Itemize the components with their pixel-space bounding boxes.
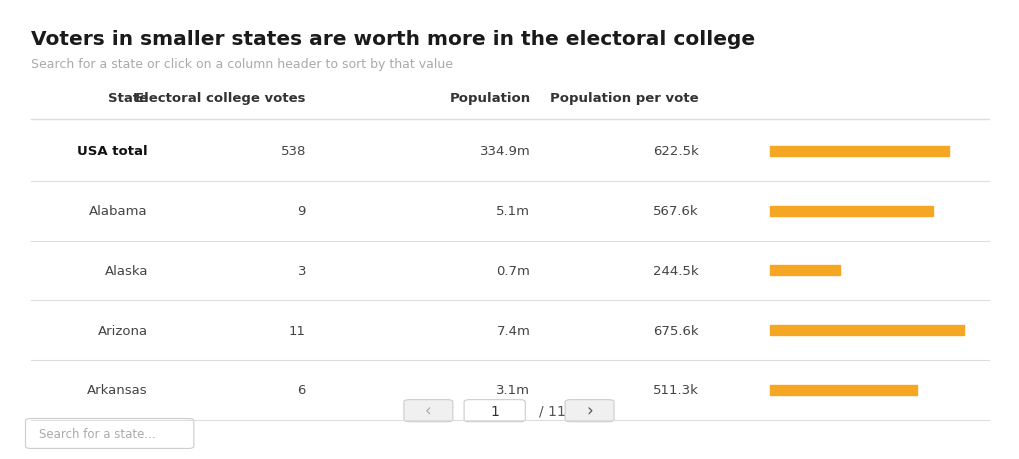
Text: 675.6k: 675.6k xyxy=(652,324,698,337)
FancyBboxPatch shape xyxy=(464,400,525,422)
Text: 334.9m: 334.9m xyxy=(479,145,530,158)
Bar xyxy=(769,266,840,276)
Text: ‹: ‹ xyxy=(425,402,431,420)
Text: 11: 11 xyxy=(288,324,306,337)
Text: 3.1m: 3.1m xyxy=(496,384,530,397)
Text: 567.6k: 567.6k xyxy=(652,205,698,218)
Text: Population per vote: Population per vote xyxy=(549,92,698,105)
Text: Population: Population xyxy=(448,92,530,105)
Bar xyxy=(769,146,948,157)
Text: Search for a state or click on a column header to sort by that value: Search for a state or click on a column … xyxy=(31,57,452,70)
Text: / 11: / 11 xyxy=(538,404,565,418)
Text: Alaska: Alaska xyxy=(104,264,148,277)
Text: Arkansas: Arkansas xyxy=(88,384,148,397)
Text: 538: 538 xyxy=(280,145,306,158)
Text: Alabama: Alabama xyxy=(90,205,148,218)
Text: USA total: USA total xyxy=(77,145,148,158)
Text: 622.5k: 622.5k xyxy=(652,145,698,158)
Text: 5.1m: 5.1m xyxy=(496,205,530,218)
Text: ›: › xyxy=(586,402,592,420)
Bar xyxy=(769,385,916,395)
Text: 7.4m: 7.4m xyxy=(496,324,530,337)
Text: Electoral college votes: Electoral college votes xyxy=(136,92,306,105)
Text: 9: 9 xyxy=(298,205,306,218)
FancyBboxPatch shape xyxy=(565,400,613,422)
Text: 244.5k: 244.5k xyxy=(652,264,698,277)
Text: State: State xyxy=(108,92,148,105)
FancyBboxPatch shape xyxy=(25,419,194,448)
Text: 1: 1 xyxy=(490,404,498,418)
Text: Search for a state...: Search for a state... xyxy=(39,427,155,440)
FancyBboxPatch shape xyxy=(404,400,452,422)
Text: Arizona: Arizona xyxy=(98,324,148,337)
Bar xyxy=(769,206,932,216)
Text: 3: 3 xyxy=(298,264,306,277)
Text: 0.7m: 0.7m xyxy=(496,264,530,277)
Text: 511.3k: 511.3k xyxy=(652,384,698,397)
Bar xyxy=(769,325,963,336)
Text: 6: 6 xyxy=(298,384,306,397)
Text: Voters in smaller states are worth more in the electoral college: Voters in smaller states are worth more … xyxy=(31,30,754,49)
